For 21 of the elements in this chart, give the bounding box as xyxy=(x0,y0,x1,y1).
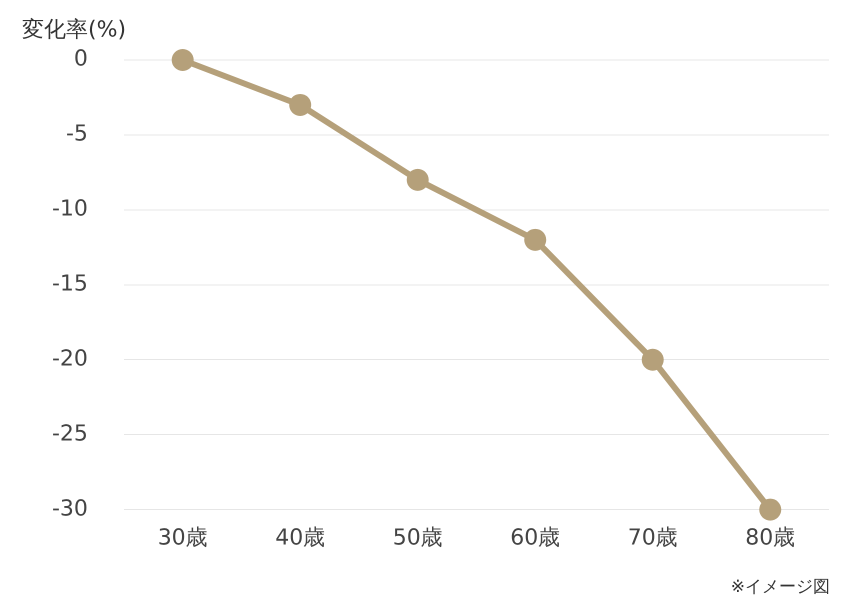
x-tick-label: 80歳 xyxy=(745,526,796,551)
text: ※イメージ図 xyxy=(730,576,830,597)
y-tick-label: -10 xyxy=(52,196,88,222)
point xyxy=(524,228,546,251)
x-tick-label: 70歳 xyxy=(628,526,678,551)
x-tick-label: 40歳 xyxy=(275,526,326,551)
point xyxy=(406,168,429,191)
y-tick-label: -30 xyxy=(52,496,88,522)
y-tick-label: 0 xyxy=(74,46,88,72)
x-tick-label: 30歳 xyxy=(158,526,208,551)
point xyxy=(289,94,312,116)
y-tick-label: -15 xyxy=(52,272,88,297)
point xyxy=(642,348,664,371)
point xyxy=(759,498,782,521)
y-axis-title: 変化率(%) xyxy=(22,18,126,43)
x-tick-label: 60歳 xyxy=(510,526,560,551)
x-tick-label: 50歳 xyxy=(392,526,443,551)
y-tick-label: -20 xyxy=(52,346,88,372)
y-tick-label: -5 xyxy=(66,122,88,147)
y-tick-label: -25 xyxy=(52,421,88,446)
point xyxy=(172,49,194,71)
